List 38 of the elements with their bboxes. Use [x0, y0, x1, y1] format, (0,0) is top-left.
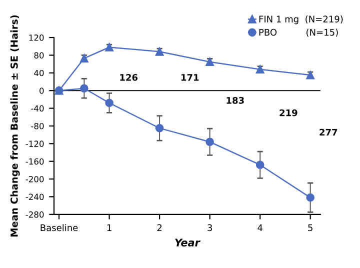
y-tick-label: -240 — [26, 194, 44, 200]
annotation: 219 — [280, 109, 298, 116]
x-tick-label: 4 — [258, 224, 262, 231]
legend-label: FIN 1 mg (N=219) — [259, 15, 343, 24]
x-tick-label: 2 — [157, 224, 162, 231]
point — [206, 58, 214, 66]
y-tick-label: 80 — [34, 52, 44, 58]
y-tick-label: 40 — [34, 70, 44, 76]
x-tick-label: 3 — [208, 224, 212, 232]
point — [256, 65, 264, 74]
y-tick-label: 0 — [40, 88, 44, 94]
point — [105, 98, 114, 108]
y-tick-label: 120 — [29, 34, 44, 41]
annotation: 126 — [120, 74, 138, 81]
x-tick-label: 1 — [107, 224, 112, 231]
x-tick-label: 5 — [308, 224, 312, 232]
y-tick-label: -280 — [26, 211, 44, 218]
y-tick-label: -80 — [31, 122, 44, 130]
point — [80, 84, 88, 93]
x-tick-label: Baseline — [40, 224, 78, 232]
y-tick-label: -40 — [31, 105, 44, 112]
point — [306, 193, 315, 202]
point — [155, 124, 164, 132]
y-tick-label: -160 — [26, 158, 44, 165]
legend-label: PBO (N=15) — [259, 28, 338, 37]
point — [80, 54, 88, 62]
y-axis-title: Mean Change from Baseline ± SE (Hairs) — [10, 15, 20, 236]
y-tick-label: -200 — [26, 176, 44, 182]
y-tick-label: -120 — [26, 140, 44, 147]
point — [306, 70, 315, 80]
point — [256, 160, 264, 170]
x-axis-title: Year — [175, 238, 200, 246]
annotation: 183 — [226, 96, 244, 104]
annotation: 171 — [181, 74, 199, 81]
annotation: 277 — [320, 128, 338, 136]
point — [105, 43, 114, 52]
point — [206, 138, 214, 146]
point — [155, 48, 164, 56]
